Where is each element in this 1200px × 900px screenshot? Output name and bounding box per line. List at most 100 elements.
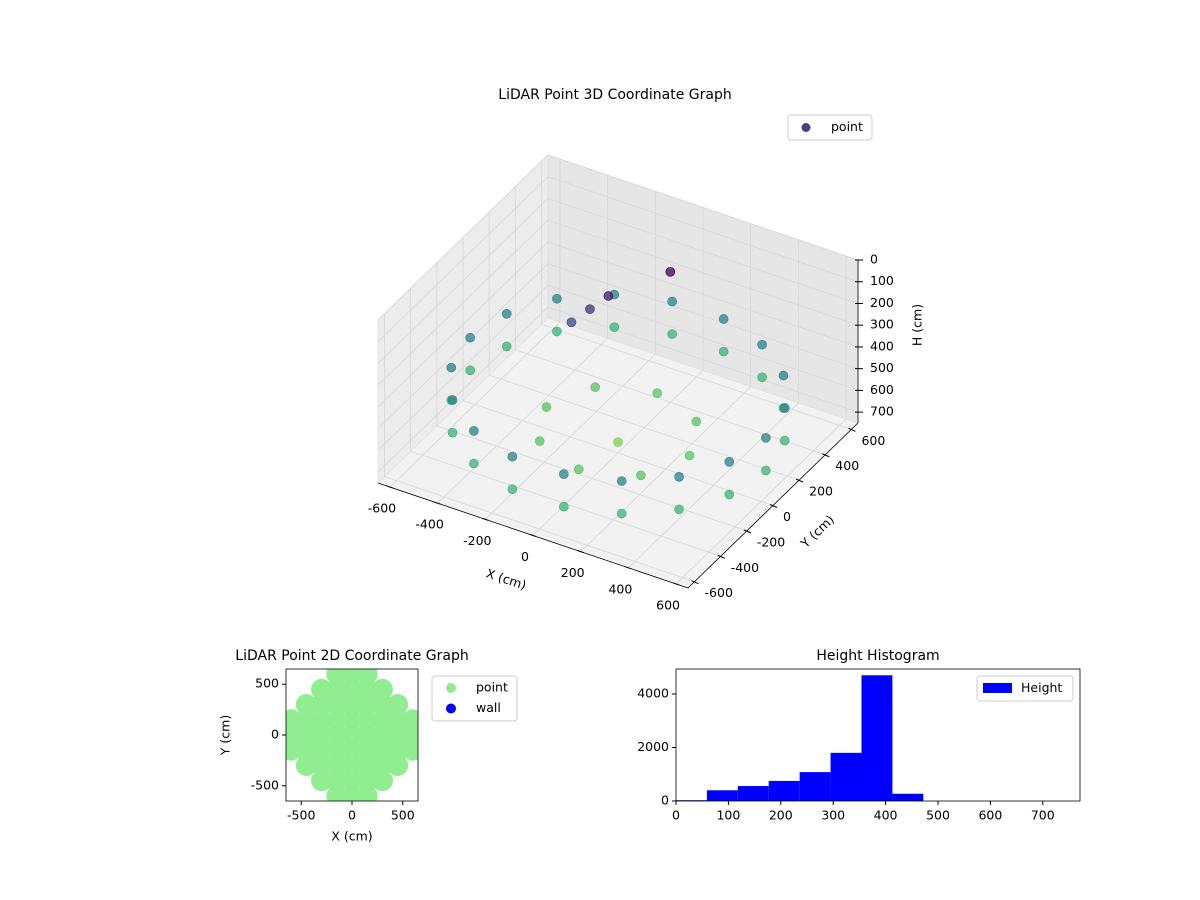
point — [356, 694, 378, 716]
plot-points — [286, 669, 418, 801]
bar — [676, 800, 707, 801]
grid-line — [377, 306, 549, 473]
x-tick-label: -400 — [415, 517, 443, 532]
point — [757, 372, 767, 383]
point — [356, 785, 378, 801]
point — [636, 470, 646, 481]
point — [387, 754, 409, 776]
point — [341, 739, 363, 761]
point — [674, 472, 684, 482]
point — [341, 754, 363, 776]
bar — [861, 675, 893, 801]
point — [356, 770, 378, 792]
z-tick-label: 700 — [870, 404, 894, 419]
legend-marker — [983, 683, 1012, 693]
point — [718, 314, 729, 324]
bar — [768, 780, 800, 801]
x-axis-label: X (cm) — [331, 829, 372, 844]
point — [387, 724, 409, 746]
point — [501, 341, 512, 352]
point — [469, 458, 479, 469]
z-tick-label: 500 — [870, 360, 894, 375]
legend-label: wall — [476, 700, 501, 715]
point — [341, 694, 363, 716]
point — [724, 489, 735, 500]
y-tick-label: 0 — [271, 727, 279, 742]
bar — [706, 790, 738, 801]
point — [341, 770, 363, 792]
grid-line — [377, 154, 549, 321]
grid-line — [547, 241, 859, 348]
point — [616, 476, 627, 486]
plot-frame — [675, 668, 1081, 802]
legend-marker — [446, 683, 456, 693]
y-tick-label: 4000 — [637, 686, 669, 701]
x-tick-label: 200 — [561, 565, 585, 580]
point — [616, 508, 627, 519]
x-tick-label: 500 — [926, 808, 950, 823]
point — [371, 739, 393, 761]
point — [311, 678, 333, 700]
point — [387, 694, 409, 716]
legend-marker — [801, 123, 811, 132]
y-tick-label: 400 — [835, 458, 859, 473]
point — [311, 754, 333, 776]
grid-line — [489, 374, 800, 481]
bar — [892, 793, 924, 801]
x-axis-line — [377, 482, 689, 589]
point — [311, 694, 333, 716]
grid-line — [547, 285, 859, 391]
grid-line — [377, 176, 549, 343]
point — [552, 293, 562, 304]
point — [371, 754, 393, 776]
grid-line — [436, 425, 747, 532]
legend-label: point — [476, 680, 508, 695]
tick-mark — [822, 453, 830, 458]
point — [465, 332, 475, 343]
legend: point — [787, 114, 873, 141]
point — [559, 501, 569, 512]
point — [311, 709, 333, 731]
chart-title: LiDAR Point 3D Coordinate Graph — [498, 87, 731, 103]
point — [566, 317, 577, 328]
point — [356, 739, 378, 761]
y-axis-label: Y (cm) — [218, 715, 233, 756]
point — [356, 709, 378, 731]
point — [371, 724, 393, 746]
point — [684, 450, 695, 461]
point — [371, 694, 393, 716]
point — [718, 346, 729, 357]
point — [447, 427, 458, 438]
tick-mark — [691, 580, 699, 585]
z-tick-label: 300 — [870, 317, 894, 332]
y-tick-label: 600 — [861, 433, 885, 448]
grid-line — [547, 306, 859, 413]
tick-mark — [743, 529, 752, 534]
point — [667, 329, 677, 339]
z-axis-label: H (cm) — [910, 304, 925, 346]
grid-line — [515, 349, 826, 456]
point — [761, 433, 771, 443]
point — [402, 739, 418, 761]
bar — [799, 772, 831, 801]
point — [465, 365, 475, 376]
x-tick-label: 0 — [348, 808, 356, 823]
grid-line — [462, 400, 774, 506]
x-tick-label: -500 — [287, 808, 315, 823]
grid-line — [547, 198, 859, 304]
point — [501, 309, 512, 319]
point — [326, 739, 348, 761]
point — [326, 754, 348, 776]
x-tick-label: 400 — [608, 581, 632, 596]
x-tick-label: 600 — [978, 808, 1002, 823]
point — [326, 709, 348, 731]
point — [326, 678, 348, 700]
point — [356, 678, 378, 700]
x-tick-label: 0 — [521, 549, 529, 564]
grid-line — [377, 263, 549, 429]
y-tick-label: 0 — [661, 793, 669, 808]
legend: point wall — [431, 675, 518, 722]
grid-line — [547, 176, 859, 283]
point — [356, 724, 378, 746]
